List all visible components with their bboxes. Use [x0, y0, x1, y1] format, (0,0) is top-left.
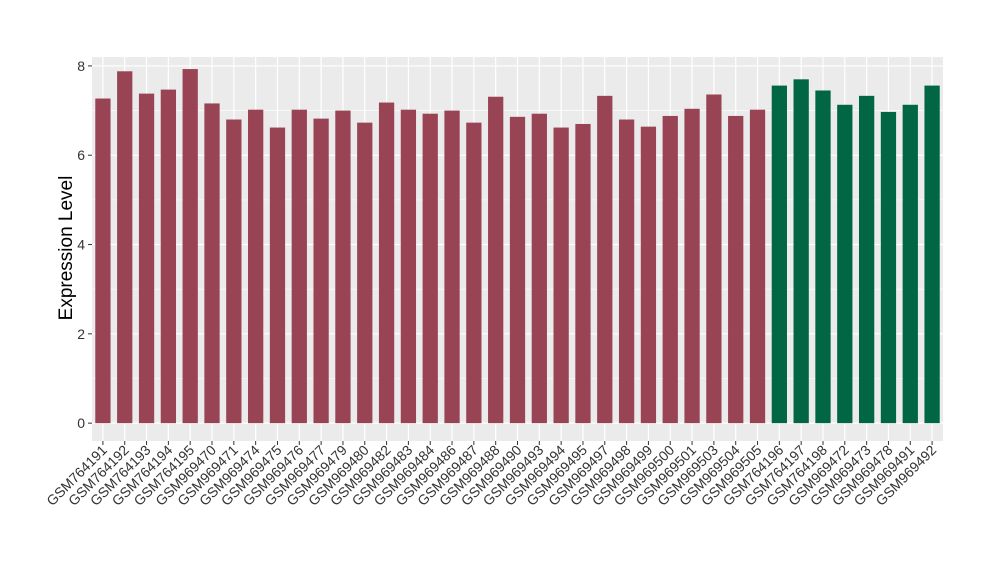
y-tick-label: 2	[77, 326, 85, 342]
bar	[706, 94, 722, 424]
bar	[444, 110, 460, 424]
bar	[269, 127, 286, 424]
bar	[902, 104, 918, 424]
bar	[771, 85, 787, 424]
bar	[357, 122, 373, 424]
y-axis-ticks: 0 2 4 6 8	[77, 58, 92, 431]
bar	[575, 123, 591, 424]
bar	[226, 119, 242, 424]
bar	[880, 111, 897, 424]
bar	[618, 119, 635, 424]
y-axis-title: Expression Level	[56, 176, 77, 321]
bar	[509, 116, 526, 424]
bar	[793, 79, 809, 424]
bar	[313, 118, 329, 424]
bar	[335, 110, 351, 424]
bar	[95, 98, 111, 424]
x-axis-ticks: GSM764191GSM764192GSM764193GSM764194GSM7…	[43, 441, 939, 509]
bar	[466, 122, 482, 424]
bar	[815, 90, 831, 424]
bar	[553, 127, 569, 424]
bar	[728, 115, 744, 424]
bar	[160, 89, 177, 424]
bar	[531, 113, 547, 424]
bar	[749, 109, 766, 424]
bar	[488, 96, 504, 424]
bar	[684, 108, 700, 424]
bar	[597, 95, 613, 424]
bar	[400, 109, 417, 424]
bar	[422, 113, 438, 424]
bar	[378, 102, 395, 424]
bar	[640, 126, 657, 424]
bar	[117, 71, 133, 424]
bar	[138, 93, 155, 424]
bar	[204, 103, 220, 424]
bar	[858, 95, 875, 424]
bar	[291, 109, 307, 424]
y-tick-label: 0	[77, 415, 85, 431]
y-tick-label: 8	[77, 58, 85, 74]
bar	[924, 85, 940, 424]
bar	[248, 109, 264, 424]
bar	[837, 104, 853, 424]
bar	[662, 115, 678, 424]
y-tick-label: 6	[77, 147, 85, 163]
bar	[182, 69, 198, 424]
bars	[95, 69, 940, 424]
y-tick-label: 4	[77, 237, 85, 253]
